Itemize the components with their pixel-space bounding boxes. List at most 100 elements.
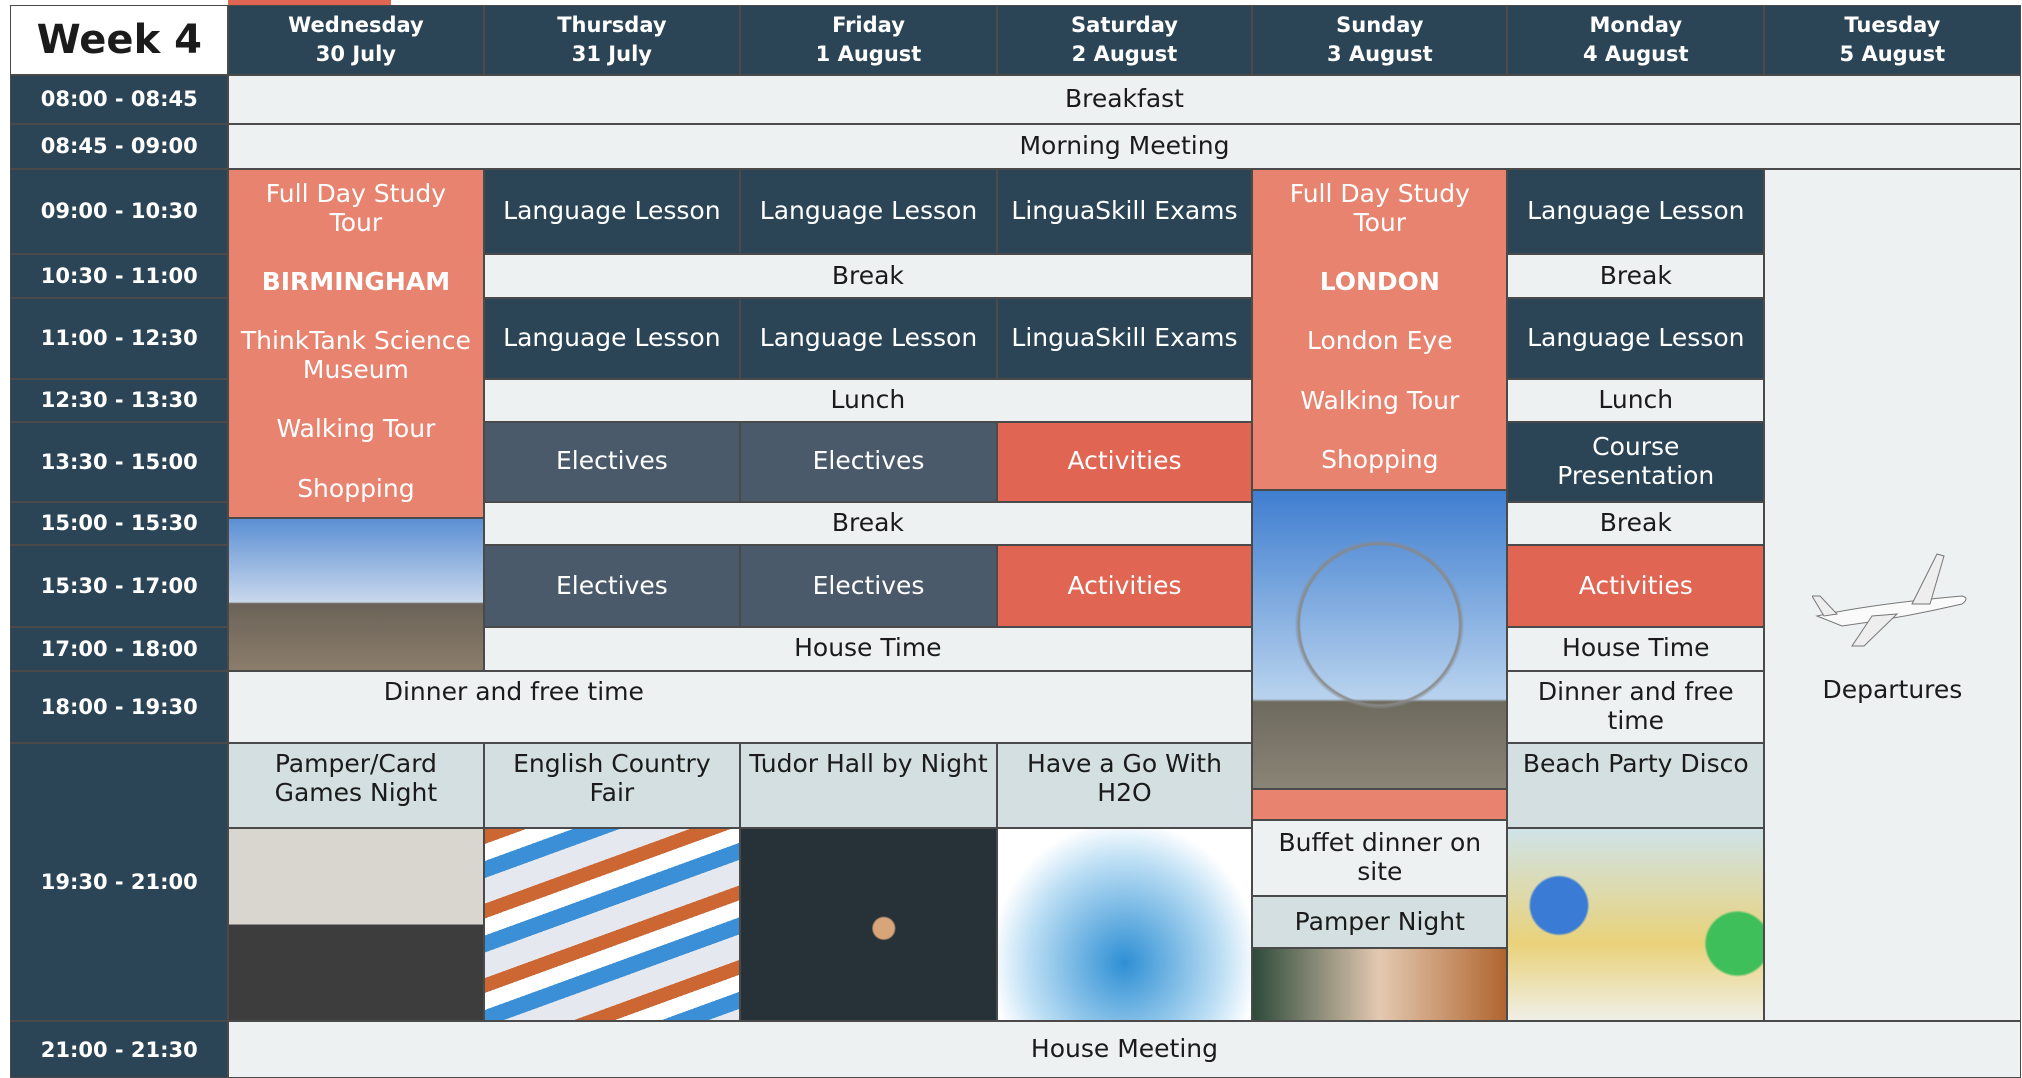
cell-text: Full Day Study Tour [1289,178,1470,237]
time-label: 21:00 - 21:30 [40,1037,198,1062]
day-header: Friday 1 August [740,5,997,75]
schedule-cell: Activities [996,545,1253,627]
schedule-cell: Electives [740,421,997,502]
cell-text: LinguaSkill Exams [1011,323,1238,353]
cell-text: Language Lesson [759,196,978,226]
time-slot: 21:00 - 21:30 [10,1021,229,1078]
schedule-cell: Language Lesson [1507,168,1765,255]
day-name: Monday [1589,12,1683,37]
header-title: Week 4 [36,16,202,63]
cell-text: Break [1599,508,1672,538]
cell-text: London Eye [1307,326,1453,356]
photo [1252,490,1508,790]
cell-text: Morning Meeting [1019,130,1230,160]
cell-text: Walking Tour [1300,385,1460,415]
time-label: 08:00 - 08:45 [40,87,198,112]
cell-text: Walking Tour [276,414,436,444]
cell-text: Breakfast [1064,83,1184,113]
cell-text: Dinner and free time [383,676,644,706]
time-slot: 10:30 - 11:00 [10,254,229,298]
schedule-cell: Lunch [483,379,1253,422]
cell-text: Language Lesson [503,196,721,226]
schedule-cell: Break [483,501,1253,546]
schedule-cell: Pamper Night [1252,896,1508,948]
time-label: 17:00 - 18:00 [40,636,198,661]
schedule-cell: Activities [996,421,1253,502]
cell-text: Departures [1822,674,1963,704]
photo [228,827,484,1022]
schedule-cell: Breakfast [228,74,2021,124]
cell-text: Break [831,508,904,538]
schedule-cell: Full Day Study Tour LONDON London Eye Walki… [1252,168,1508,491]
photo [740,827,997,1022]
day-name: Saturday [1071,12,1178,37]
photo [1252,789,1508,821]
schedule-cell: Electives [483,421,741,502]
cell-text: Full Day Study Tour [265,178,446,237]
schedule-cell: Break [1507,254,1765,298]
cell-text: Tudor Hall by Night [749,748,988,778]
day-header: Thursday 31 July [483,5,741,75]
schedule-cell: Dinner and free time [1507,670,1765,743]
schedule-cell: Language Lesson [483,297,741,380]
cell-text: Activities [1067,446,1182,476]
photo [1252,947,1508,1022]
schedule-cell: Beach Party Disco [1507,742,1765,828]
schedule-cell: Full Day Study Tour BIRMINGHAM ThinkTank S… [228,168,484,519]
schedule-cell: Pamper/Card Games Night [228,742,484,828]
day-header: Wednesday 30 July [228,5,484,75]
schedule-cell: English Country Fair [483,742,741,828]
cell-text: Language Lesson [503,323,721,353]
cell-text: Pamper/Card Games Night [274,748,438,807]
cell-text: English Country Fair [513,748,711,807]
day-date: 30 July [315,41,396,66]
day-header: Monday 4 August [1507,5,1765,75]
day-date: 31 July [571,41,652,66]
cell-text: House Time [1562,633,1710,663]
time-label: 18:00 - 19:30 [40,694,198,719]
schedule-cell: Electives [483,545,741,627]
photo [996,827,1253,1022]
time-label: 10:30 - 11:00 [40,263,198,288]
schedule-cell: House Meeting [228,1021,2021,1078]
cell-text: ThinkTank Science Museum [240,326,471,385]
cell-text: LinguaSkill Exams [1011,196,1238,226]
plane-icon [1812,553,1967,647]
schedule-cell: Have a Go With H2O [996,742,1253,828]
time-label: 13:30 - 15:00 [40,449,198,474]
accent-bar [228,0,391,5]
cell-text: House Meeting [1030,1034,1218,1064]
time-slot: 17:00 - 18:00 [10,626,229,671]
schedule-cell: Morning Meeting [228,123,2021,169]
day-date: 4 August [1582,41,1689,66]
day-name: Sunday [1336,12,1424,37]
cell-text: Have a Go With H2O [1027,748,1222,807]
day-date: 3 August [1326,41,1433,66]
schedule-cell: Break [483,254,1253,298]
schedule-cell: Lunch [1507,379,1765,422]
cell-text: Activities [1067,570,1182,600]
time-label: 08:45 - 09:00 [40,134,198,159]
photo [1507,827,1765,1022]
schedule-cell: Departures [1764,168,2021,1022]
schedule-cell: Tudor Hall by Night [740,742,997,828]
cell-text: House Time [794,633,942,663]
day-header: Saturday 2 August [996,5,1253,75]
cell-text: Language Lesson [1527,323,1745,353]
cell-text: Buffet dinner on site [1278,828,1482,887]
cell-text: Electives [555,446,668,476]
schedule-cell: Course Presentation [1507,421,1765,502]
photo [483,827,741,1022]
time-slot: 09:00 - 10:30 [10,168,229,255]
schedule-cell: House Time [483,626,1253,671]
time-slot: 08:00 - 08:45 [10,74,229,124]
time-slot: 19:30 - 21:00 [10,742,229,1022]
time-label: 09:00 - 10:30 [40,199,198,224]
day-name: Wednesday [288,12,424,37]
schedule-cell: Language Lesson [740,297,997,380]
cell-text: Dinner and free time [1537,676,1734,735]
schedule-cell: Activities [1507,545,1765,627]
day-date: 5 August [1839,41,1946,66]
time-slot: 15:30 - 17:00 [10,545,229,627]
day-date: 1 August [815,41,922,66]
